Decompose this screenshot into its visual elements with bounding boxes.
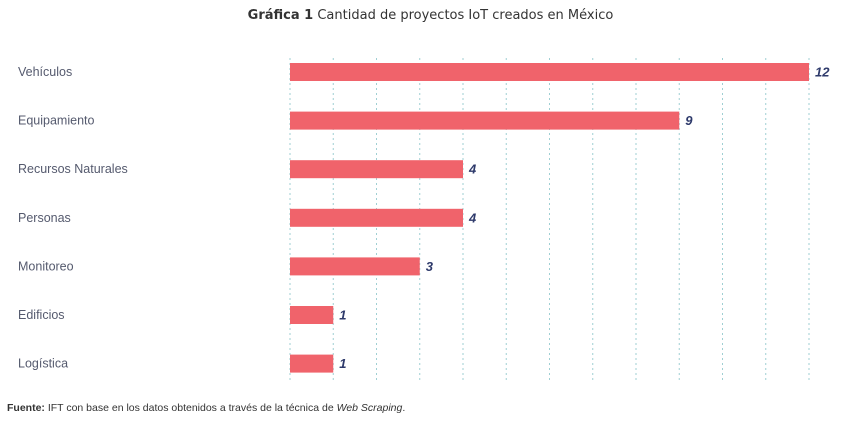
value-label: 3	[426, 259, 434, 274]
bar-1	[290, 111, 680, 130]
value-label: 1	[339, 356, 346, 371]
chart-title-text: Cantidad de proyectos IoT creados en Méx…	[317, 8, 614, 23]
source-text: IFT con base en los datos obtenidos a tr…	[47, 402, 334, 414]
source-italic: Web Scraping	[336, 402, 403, 414]
category-label: Recursos Naturales	[18, 162, 128, 176]
bar-3	[290, 208, 463, 227]
category-label: Personas	[18, 211, 71, 225]
grid-lines	[289, 58, 810, 383]
bar-5	[290, 306, 334, 324]
category-label: Edificios	[18, 308, 65, 322]
value-label: 9	[685, 113, 693, 128]
value-label: 1	[339, 308, 346, 323]
category-label: Equipamiento	[18, 114, 94, 128]
chart-title: Gráfica 1 Cantidad de proyectos IoT crea…	[0, 8, 861, 23]
bar-6	[290, 354, 334, 373]
category-label: Monitoreo	[18, 259, 74, 273]
chart-title-prefix: Gráfica 1	[247, 8, 314, 23]
bar-0	[290, 63, 809, 81]
value-label: 4	[468, 162, 477, 177]
value-label: 4	[468, 210, 477, 225]
bars	[290, 63, 809, 373]
labels: Vehículos 12 Equipamiento 9 Recursos Natural…	[18, 65, 830, 372]
source-note: Fuente: IFT con base en los datos obteni…	[7, 402, 405, 414]
bar-2	[290, 160, 463, 179]
bar-4	[290, 257, 420, 276]
category-label: Logística	[18, 357, 68, 371]
value-label: 12	[815, 65, 830, 80]
source-label: Fuente:	[7, 402, 45, 414]
category-label: Vehículos	[18, 65, 72, 79]
source-end: .	[402, 402, 406, 414]
